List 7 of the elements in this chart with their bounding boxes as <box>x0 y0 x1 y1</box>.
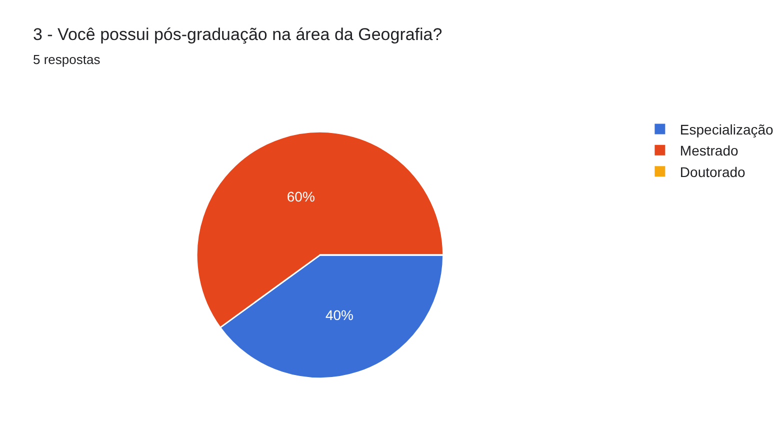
data-label: 60% <box>286 188 315 204</box>
text: 5 respostas <box>33 52 101 67</box>
data-label: 40% <box>325 307 354 324</box>
legend-label: Mestrado <box>680 142 738 159</box>
legend-label: Especialização <box>680 121 774 138</box>
legend-label: Doutorado <box>680 164 746 180</box>
chart-title: 3 - Você possui pós-graduação na área da Geografia? <box>33 25 442 44</box>
